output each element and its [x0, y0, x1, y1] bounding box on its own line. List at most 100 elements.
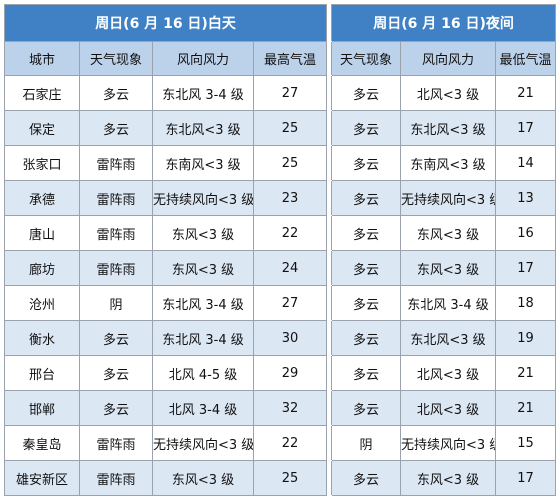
- table-row: 邢台 多云 北风 4-5 级 29 多云 北风<3 级 21: [4, 355, 557, 391]
- max-temp-cell: 29: [252, 355, 328, 391]
- day-wind-cell: 东风<3 级: [152, 460, 254, 496]
- min-temp-cell: 13: [495, 180, 557, 216]
- day-wind-cell: 东北风<3 级: [152, 110, 254, 146]
- day-wind-cell: 东北风 3-4 级: [152, 75, 254, 111]
- night-wind-cell: 北风<3 级: [400, 390, 497, 426]
- night-weather-cell: 多云: [331, 390, 402, 426]
- column-header-min-temp: 最低气温: [495, 41, 557, 76]
- max-temp-cell: 23: [252, 180, 328, 216]
- city-cell: 邯郸: [4, 390, 80, 426]
- day-wind-cell: 东北风 3-4 级: [152, 320, 254, 356]
- table-row: 邯郸 多云 北风 3-4 级 32 多云 北风<3 级 21: [4, 390, 557, 426]
- table-row: 保定 多云 东北风<3 级 25 多云 东北风<3 级 17: [4, 110, 557, 146]
- min-temp-cell: 21: [495, 355, 557, 391]
- night-weather-cell: 多云: [331, 320, 402, 356]
- min-temp-cell: 17: [495, 110, 557, 146]
- day-weather-cell: 阴: [79, 285, 153, 321]
- night-section-header: 周日(6 月 16 日)夜间: [331, 4, 557, 42]
- min-temp-cell: 15: [495, 425, 557, 461]
- column-header-city: 城市: [4, 41, 80, 76]
- min-temp-cell: 16: [495, 215, 557, 251]
- day-weather-cell: 雷阵雨: [79, 425, 153, 461]
- max-temp-cell: 25: [252, 460, 328, 496]
- night-weather-cell: 多云: [331, 355, 402, 391]
- night-weather-cell: 多云: [331, 145, 402, 181]
- max-temp-cell: 32: [252, 390, 328, 426]
- forecast-table-container: 周日(6 月 16 日)白天 周日(6 月 16 日)夜间 城市 天气现象 风向…: [3, 4, 557, 496]
- max-temp-cell: 22: [252, 425, 328, 461]
- weather-forecast-table: 周日(6 月 16 日)白天 周日(6 月 16 日)夜间 城市 天气现象 风向…: [3, 4, 557, 496]
- night-wind-cell: 北风<3 级: [400, 75, 497, 111]
- day-weather-cell: 多云: [79, 355, 153, 391]
- day-weather-cell: 雷阵雨: [79, 145, 153, 181]
- max-temp-cell: 25: [252, 145, 328, 181]
- night-weather-cell: 多云: [331, 215, 402, 251]
- column-header-night-weather: 天气现象: [331, 41, 402, 76]
- min-temp-cell: 21: [495, 75, 557, 111]
- city-cell: 石家庄: [4, 75, 80, 111]
- night-weather-cell: 多云: [331, 75, 402, 111]
- column-header-max-temp: 最高气温: [252, 41, 328, 76]
- table-row: 雄安新区 雷阵雨 东风<3 级 25 多云 东风<3 级 17: [4, 460, 557, 496]
- column-header-day-weather: 天气现象: [79, 41, 153, 76]
- min-temp-cell: 19: [495, 320, 557, 356]
- max-temp-cell: 30: [252, 320, 328, 356]
- day-weather-cell: 雷阵雨: [79, 180, 153, 216]
- night-weather-cell: 多云: [331, 180, 402, 216]
- day-weather-cell: 多云: [79, 110, 153, 146]
- day-weather-cell: 多云: [79, 390, 153, 426]
- night-wind-cell: 东风<3 级: [400, 460, 497, 496]
- night-weather-cell: 阴: [331, 425, 402, 461]
- table-row: 秦皇岛 雷阵雨 无持续风向<3 级 22 阴无持续风向<3 级 15: [4, 425, 557, 461]
- day-weather-cell: 多云: [79, 75, 153, 111]
- max-temp-cell: 27: [252, 75, 328, 111]
- min-temp-cell: 14: [495, 145, 557, 181]
- night-wind-cell: 东北风 3-4 级: [400, 285, 497, 321]
- table-row: 承德 雷阵雨 无持续风向<3 级 23 多云 无持续风向<3 级 13: [4, 180, 557, 216]
- city-cell: 张家口: [4, 145, 80, 181]
- city-cell: 衡水: [4, 320, 80, 356]
- table-row: 唐山 雷阵雨 东风<3 级 22 多云 东风<3 级 16: [4, 215, 557, 251]
- table-row: 张家口 雷阵雨 东南风<3 级 25 多云 东南风<3 级 14: [4, 145, 557, 181]
- day-wind-cell: 东北风 3-4 级: [152, 285, 254, 321]
- max-temp-cell: 27: [252, 285, 328, 321]
- day-wind-cell: 东风<3 级: [152, 250, 254, 286]
- night-weather-cell: 多云: [331, 285, 402, 321]
- city-cell: 沧州: [4, 285, 80, 321]
- table-row: 廊坊 雷阵雨 东风<3 级 24 多云 东风<3 级 17: [4, 250, 557, 286]
- min-temp-cell: 18: [495, 285, 557, 321]
- day-weather-cell: 雷阵雨: [79, 460, 153, 496]
- day-weather-cell: 雷阵雨: [79, 250, 153, 286]
- night-weather-cell: 多云: [331, 110, 402, 146]
- day-wind-cell: 无持续风向<3 级: [152, 425, 254, 461]
- night-wind-cell: 东风<3 级: [400, 250, 497, 286]
- night-wind-cell: 东风<3 级: [400, 215, 497, 251]
- max-temp-cell: 24: [252, 250, 328, 286]
- city-cell: 邢台: [4, 355, 80, 391]
- day-wind-cell: 无持续风向<3 级: [152, 180, 254, 216]
- column-header-day-wind: 风向风力: [152, 41, 254, 76]
- day-wind-cell: 北风 3-4 级: [152, 390, 254, 426]
- night-wind-cell: 无持续风向<3 级: [400, 180, 497, 216]
- night-wind-cell: 东南风<3 级: [400, 145, 497, 181]
- day-weather-cell: 雷阵雨: [79, 215, 153, 251]
- max-temp-cell: 22: [252, 215, 328, 251]
- day-wind-cell: 东南风<3 级: [152, 145, 254, 181]
- night-weather-cell: 多云: [331, 460, 402, 496]
- day-weather-cell: 多云: [79, 320, 153, 356]
- day-wind-cell: 东风<3 级: [152, 215, 254, 251]
- city-cell: 廊坊: [4, 250, 80, 286]
- min-temp-cell: 21: [495, 390, 557, 426]
- city-cell: 雄安新区: [4, 460, 80, 496]
- night-wind-cell: 东北风<3 级: [400, 320, 497, 356]
- day-wind-cell: 北风 4-5 级: [152, 355, 254, 391]
- night-wind-cell: 东北风<3 级: [400, 110, 497, 146]
- city-cell: 秦皇岛: [4, 425, 80, 461]
- city-cell: 承德: [4, 180, 80, 216]
- min-temp-cell: 17: [495, 460, 557, 496]
- forecast-rows: 石家庄 多云 东北风 3-4 级 27 多云 北风<3 级 21 保定 多云 东北风<3 级 25 多…: [4, 75, 557, 496]
- city-cell: 保定: [4, 110, 80, 146]
- table-row: 石家庄 多云 东北风 3-4 级 27 多云 北风<3 级 21: [4, 75, 557, 111]
- night-weather-cell: 多云: [331, 250, 402, 286]
- max-temp-cell: 25: [252, 110, 328, 146]
